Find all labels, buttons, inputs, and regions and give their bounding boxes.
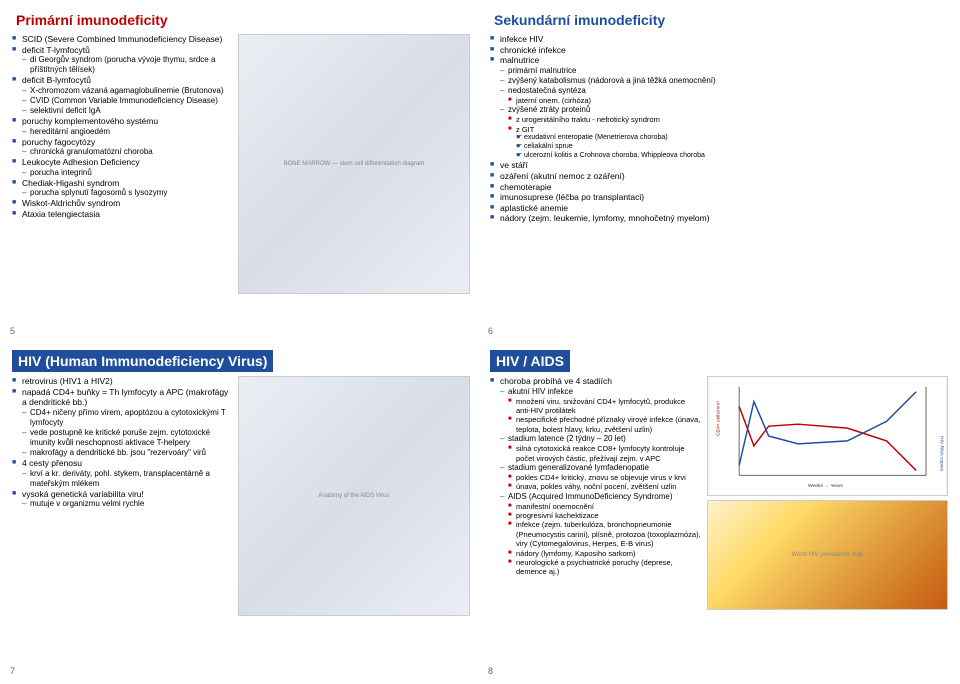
list-item: z urogenitálního traktu - nefrotický syn… <box>490 115 948 124</box>
list-item: deficit T-lymfocytů <box>12 45 232 56</box>
list-item: infekce (zejm. tuberkulóza, bronchopneum… <box>490 520 701 548</box>
list-item: poruchy komplementového systému <box>12 116 232 127</box>
list-item: únava, pokles váhy, noční pocení, zvětše… <box>490 482 701 491</box>
list-item: X-chromozom vázaná agamaglobulinemie (Br… <box>12 86 232 96</box>
list-item: z GIT <box>490 125 948 134</box>
list-item: Wiskot-Aldrichův syndrom <box>12 198 232 209</box>
list-item: krví a kr. deriváty, pohl. stykem, trans… <box>12 469 232 489</box>
list-item: nedostatečná syntéza <box>490 86 948 96</box>
list-item: malnutrice <box>490 55 948 66</box>
slide-6: Sekundární imunodeficity infekce HIVchro… <box>482 4 956 340</box>
list-item: di Georgův syndrom (porucha vývoje thymu… <box>12 55 232 75</box>
list-item: porucha integrinů <box>12 168 232 178</box>
page-number: 5 <box>10 326 15 336</box>
list-item: stadium latence (2 týdny – 20 let) <box>490 434 701 444</box>
chart-svg: CD4+ cells/mm³ HIV RNA copies Weeks → Ye… <box>708 377 947 495</box>
list-item: akutní HIV infekce <box>490 387 701 397</box>
list-item: aplastické anemie <box>490 203 948 214</box>
list-item: infekce HIV <box>490 34 948 45</box>
list-item: exudativní enteropatie (Menetrierova cho… <box>490 134 948 143</box>
list-item: stadium generalizované lymfadenopatie <box>490 463 701 473</box>
list-item: SCID (Severe Combined Immunodeficiency D… <box>12 34 232 45</box>
page-number: 8 <box>488 666 493 676</box>
slide-5: Primární imunodeficity SCID (Severe Comb… <box>4 4 478 340</box>
list-item: progresivní kachektizace <box>490 511 701 520</box>
bullet-list: retrovirus (HIV1 a HIV2)napadá CD4+ buňk… <box>12 376 232 509</box>
list-item: chronická granulomatózní choroba <box>12 147 232 157</box>
slide-body: choroba probíhá ve 4 stadiíchakutní HIV … <box>490 376 948 610</box>
slide-body: retrovirus (HIV1 a HIV2)napadá CD4+ buňk… <box>12 376 470 616</box>
svg-text:HIV RNA copies: HIV RNA copies <box>938 436 944 472</box>
figure-caption: BONE MARROW — stem cell differentiation … <box>284 161 425 167</box>
slide-7: HIV (Human Immunodeficiency Virus) retro… <box>4 344 478 680</box>
list-item: imunosuprese (léčba po transplantaci) <box>490 192 948 203</box>
slide-8: HIV / AIDS choroba probíhá ve 4 stadiích… <box>482 344 956 680</box>
list-item: nádory (lymfomy, Kaposiho sarkom) <box>490 549 701 558</box>
bullet-list: SCID (Severe Combined Immunodeficiency D… <box>12 34 232 220</box>
hiv-progression-chart: CD4+ cells/mm³ HIV RNA copies Weeks → Ye… <box>707 376 948 496</box>
list-item: primární malnutrice <box>490 66 948 76</box>
list-item: Ataxia telengiectasia <box>12 209 232 220</box>
list-item: poruchy fagocytózy <box>12 137 232 148</box>
list-item: deficit B-lymfocytů <box>12 75 232 86</box>
list-item: nádory (zejm. leukemie, lymfomy, mnohoče… <box>490 213 948 224</box>
list-item: retrovirus (HIV1 a HIV2) <box>12 376 232 387</box>
list-item: CD4+ ničeny přímo virem, apoptózou a cyt… <box>12 408 232 428</box>
bullet-list: infekce HIVchronické infekcemalnutricepr… <box>490 34 948 224</box>
page-number: 6 <box>488 326 493 336</box>
list-item: ulcerozní kolitis a Crohnova choroba, Wh… <box>490 152 948 161</box>
virus-diagram: Anatomy of the AIDS Virus <box>238 376 470 616</box>
list-item: selektivní deficit IgA <box>12 106 232 116</box>
list-item: vede postupně ke kritické poruše zejm. c… <box>12 428 232 448</box>
list-item: množení viru, snižování CD4+ lymfocytů, … <box>490 397 701 416</box>
list-item: CVID (Common Variable Immunodeficiency D… <box>12 96 232 106</box>
list-item: hereditární angioedém <box>12 127 232 137</box>
list-item: Chediak-Higashi syndrom <box>12 178 232 189</box>
list-item: ozáření (akutní nemoc z ozáření) <box>490 171 948 182</box>
slide-title: HIV (Human Immunodeficiency Virus) <box>12 350 273 372</box>
list-item: chemoterapie <box>490 182 948 193</box>
list-item: ve stáří <box>490 160 948 171</box>
list-item: celiakální sprue <box>490 143 948 152</box>
figure-caption: Anatomy of the AIDS Virus <box>318 493 389 499</box>
slide-title: Sekundární imunodeficity <box>490 10 669 30</box>
slide-body: SCID (Severe Combined Immunodeficiency D… <box>12 34 470 294</box>
list-item: Leukocyte Adhesion Deficiency <box>12 157 232 168</box>
list-item: neurologické a psychiatrické poruchy (de… <box>490 558 701 577</box>
slide-title: Primární imunodeficity <box>12 10 172 30</box>
list-item: nespecifické přechodné příznaky virové i… <box>490 415 701 434</box>
list-item: AIDS (Acquired ImmunoDeficiency Syndrome… <box>490 492 701 502</box>
svg-text:CD4+ cells/mm³: CD4+ cells/mm³ <box>715 401 721 436</box>
list-item: manifestní onemocnění <box>490 502 701 511</box>
bullet-list: choroba probíhá ve 4 stadiíchakutní HIV … <box>490 376 701 577</box>
list-item: jaterní onem. (cirhóza) <box>490 96 948 105</box>
list-item: choroba probíhá ve 4 stadiích <box>490 376 701 387</box>
map-caption: World HIV prevalence map <box>792 552 864 558</box>
list-item: zvýšený katabolismus (nádorová a jiná tě… <box>490 76 948 86</box>
world-map: World HIV prevalence map <box>707 500 948 610</box>
list-item: porucha splynutí fagosomů s lysozymy <box>12 188 232 198</box>
svg-text:Weeks → Years: Weeks → Years <box>808 483 843 489</box>
page-number: 7 <box>10 666 15 676</box>
list-item: silná cytotoxická reakce CD8+ lymfocyty … <box>490 444 701 463</box>
list-item: makrofágy a dendritické bb. jsou "rezerv… <box>12 448 232 458</box>
diagram-image: BONE MARROW — stem cell differentiation … <box>238 34 470 294</box>
slide-title: HIV / AIDS <box>490 350 570 372</box>
list-item: pokles CD4+ kritický, znovu se objevuje … <box>490 473 701 482</box>
list-item: vysoká genetická variabilita viru! <box>12 489 232 500</box>
list-item: zvýšené ztráty proteinů <box>490 105 948 115</box>
list-item: mutuje v organizmu velmi rychle <box>12 499 232 509</box>
list-item: napadá CD4+ buňky = Th lymfocyty a APC (… <box>12 387 232 408</box>
list-item: 4 cesty přenosu <box>12 458 232 469</box>
list-item: chronické infekce <box>490 45 948 56</box>
